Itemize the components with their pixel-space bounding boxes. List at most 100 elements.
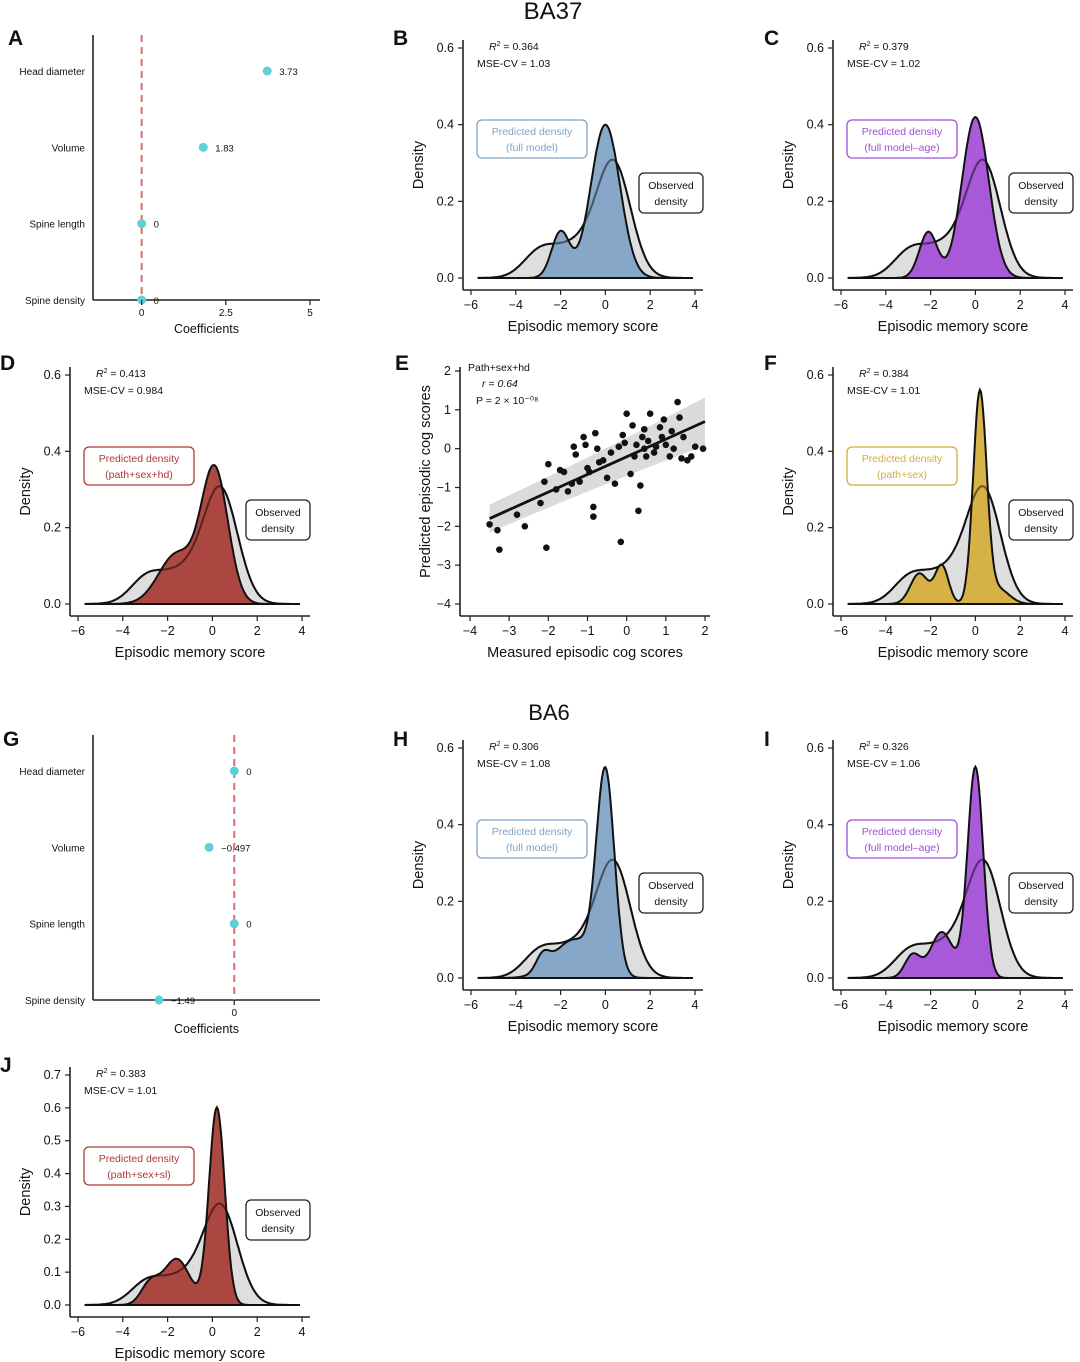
predicted-density-sublabel: (path+sex+hd) <box>105 469 173 481</box>
data-point <box>674 398 681 406</box>
data-point <box>590 503 597 511</box>
panel-f: F 0.0 0.2 0.4 0.6 −6 −4 −2 0 2 4 Episodic memory sc… <box>764 352 1074 661</box>
data-point <box>656 424 664 431</box>
x-tick-label: −4 <box>879 298 893 312</box>
data-point <box>570 443 578 451</box>
y-tick-label: 0.2 <box>807 194 824 208</box>
coefficient-category-label: Volume <box>52 143 86 154</box>
data-point <box>607 449 615 456</box>
x-tick-label: 2 <box>647 298 654 312</box>
panel-letter: H <box>393 728 408 751</box>
data-point <box>545 460 552 468</box>
y-tick-label: 0.2 <box>44 521 61 535</box>
data-point <box>617 538 625 546</box>
observed-density-sublabel: density <box>1024 896 1058 908</box>
data-point <box>611 480 619 487</box>
coefficient-value-label: 0 <box>246 767 251 778</box>
y-tick-label: 2 <box>444 364 451 378</box>
data-point <box>662 441 670 449</box>
x-tick-label: −4 <box>116 1325 130 1339</box>
x-tick-label: −4 <box>509 998 523 1012</box>
p-annotation: P = 2 × 10⁻⁰⁸ <box>476 395 538 407</box>
regression-line <box>489 420 706 520</box>
data-point <box>660 416 668 423</box>
observed-density-label: Observed <box>1018 880 1064 892</box>
observed-density-label-box <box>245 1199 311 1241</box>
y-tick-label: 0.1 <box>44 1265 61 1279</box>
x-axis-label: Coefficients <box>174 1022 239 1036</box>
x-tick-label: 4 <box>692 298 699 312</box>
data-point <box>592 429 599 437</box>
x-tick-label: −6 <box>464 998 478 1012</box>
coefficient-value-label: 1.83 <box>215 143 234 154</box>
data-point <box>541 478 548 485</box>
panel-b: B 0.0 0.2 0.4 0.6 −6 −4 −2 0 2 4 Episodic memory sc… <box>393 27 704 335</box>
x-tick-label: 4 <box>1062 624 1069 638</box>
data-point <box>676 414 683 421</box>
x-tick-label: 2 <box>1017 624 1024 638</box>
predicted-density-label-box <box>846 819 958 859</box>
coefficient-value-label: 0 <box>154 220 159 231</box>
x-tick-label: 4 <box>692 998 699 1012</box>
y-axis-label: Density <box>411 140 427 189</box>
x-tick-label: 4 <box>1062 998 1069 1012</box>
data-point <box>633 441 640 449</box>
observed-density-sublabel: density <box>1024 523 1058 535</box>
data-point <box>650 449 658 456</box>
observed-density-label-box <box>638 872 704 914</box>
r2-annotation: R2 = 0.364 <box>489 41 539 53</box>
x-tick-label: −2 <box>541 624 555 638</box>
predicted-density-label: Predicted density <box>99 453 180 465</box>
x-tick-label: 0 <box>209 624 216 638</box>
x-axis-label: Episodic memory score <box>508 1019 659 1035</box>
y-tick-label: 0.0 <box>44 597 61 611</box>
data-point <box>687 453 695 460</box>
panel-letter: I <box>764 728 770 751</box>
predicted-density-sublabel: (full model) <box>506 842 558 854</box>
data-point <box>652 443 660 451</box>
y-axis-label: Density <box>411 840 427 889</box>
x-axis-label: Episodic memory score <box>508 319 659 335</box>
observed-density-label-box <box>638 172 704 214</box>
panel-h: H 0.0 0.2 0.4 0.6 −6 −4 −2 0 2 4 Episodic memory sc… <box>393 728 704 1035</box>
data-point <box>699 445 707 452</box>
x-axis-label: Episodic memory score <box>878 319 1029 335</box>
observed-density-label: Observed <box>255 1207 301 1219</box>
data-point <box>537 499 544 507</box>
x-tick-label: −6 <box>834 624 848 638</box>
y-tick-label: 0.4 <box>807 444 824 458</box>
panel-letter: J <box>0 1054 12 1077</box>
x-tick-label: −4 <box>879 998 893 1012</box>
data-point <box>580 433 587 441</box>
observed-density-outline <box>847 485 1063 605</box>
mse-cv-annotation: MSE-CV = 1.06 <box>847 758 920 770</box>
predicted-density-label: Predicted density <box>492 826 573 838</box>
data-point <box>642 453 650 460</box>
y-tick-label: 0.4 <box>807 118 824 132</box>
y-tick-label: 0.4 <box>807 818 824 832</box>
data-point <box>568 480 576 487</box>
coefficient-category-label: Spine length <box>29 220 85 231</box>
observed-density-outline <box>847 158 1063 279</box>
y-tick-label: 0.0 <box>807 971 824 985</box>
x-tick-label: −4 <box>509 298 523 312</box>
y-tick-label: 0.4 <box>44 444 61 458</box>
coefficient-category-label: Volume <box>52 843 86 854</box>
data-point <box>513 511 521 518</box>
observed-density-label: Observed <box>648 180 694 192</box>
x-tick-label: −6 <box>834 298 848 312</box>
predicted-density-sublabel: (full model–age) <box>864 842 939 854</box>
data-point <box>637 482 644 489</box>
data-point <box>543 544 550 551</box>
data-point <box>668 427 676 435</box>
observed-density-sublabel: density <box>261 523 295 535</box>
r2-annotation: R2 = 0.413 <box>96 368 146 380</box>
predicted-density-label: Predicted density <box>99 1153 180 1165</box>
section-title-ba6: BA6 <box>528 700 570 725</box>
data-point <box>590 513 597 520</box>
y-tick-label: 0.2 <box>44 1232 61 1246</box>
data-point <box>494 526 501 534</box>
coefficient-value-label: 0 <box>154 296 159 307</box>
y-tick-label: 0.2 <box>437 894 454 908</box>
